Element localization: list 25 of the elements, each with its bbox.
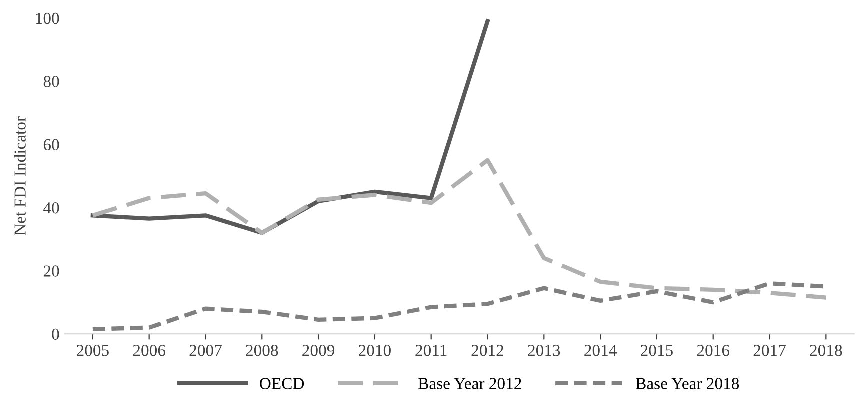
- x-tick-label: 2009: [302, 345, 335, 356]
- x-tick-label: 2011: [416, 345, 447, 356]
- y-tick-label: 60: [44, 139, 60, 151]
- x-tick-label: 2018: [810, 345, 842, 356]
- x-tick-label: 2015: [641, 345, 673, 356]
- y-axis-title: Net FDI Indicator: [14, 116, 26, 236]
- x-tick-label: 2013: [528, 345, 560, 356]
- x-tick-label: 2017: [754, 345, 786, 356]
- y-tick-label: 20: [44, 266, 60, 277]
- x-tick-label: 2010: [359, 345, 391, 356]
- x-tick-label: 2014: [584, 345, 617, 356]
- x-tick-label: 2006: [133, 345, 166, 356]
- x-tick-label: 2008: [246, 345, 278, 356]
- legend-label: Base Year 2018: [636, 378, 740, 390]
- y-tick-label: 40: [44, 202, 60, 214]
- y-tick-label: 80: [44, 76, 60, 88]
- x-tick-label: 2007: [190, 345, 222, 356]
- line-series: [90, 158, 828, 300]
- y-tick-label: 0: [52, 328, 60, 340]
- y-tick-label: 100: [36, 12, 60, 24]
- legend-label: OECD: [260, 378, 304, 390]
- x-tick-label: 2016: [697, 345, 730, 356]
- legend-label: Base Year 2012: [418, 378, 522, 390]
- x-tick-label: 2005: [76, 345, 109, 356]
- x-tick-label: 2012: [472, 345, 504, 356]
